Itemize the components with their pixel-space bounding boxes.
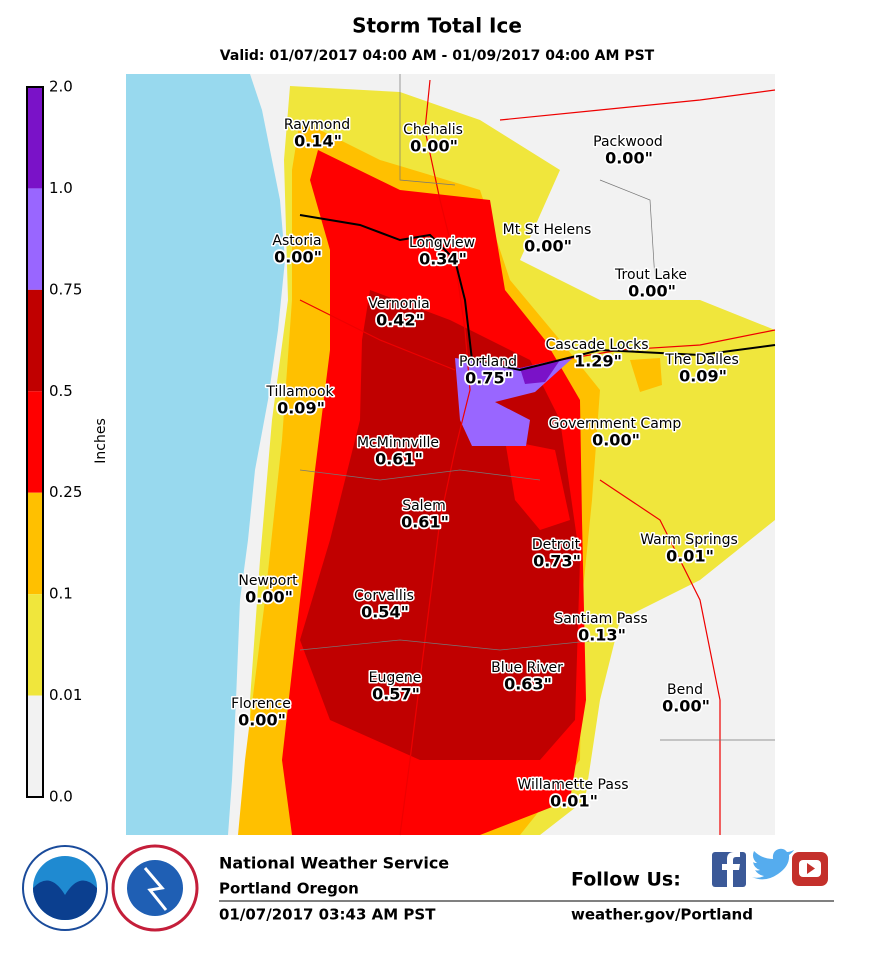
colorbar-segment	[27, 289, 43, 392]
colorbar-segment	[27, 391, 43, 493]
city-ice-total: 0.00"	[592, 431, 640, 450]
city-name: Blue River	[491, 660, 563, 676]
city-ice-total: 0.57"	[372, 685, 420, 704]
colorbar-tick-label: 2.0	[49, 78, 73, 96]
city-ice-total: 0.09"	[679, 367, 727, 386]
city-name: Santiam Pass	[554, 611, 647, 627]
twitter-icon[interactable]	[752, 848, 794, 880]
facebook-icon[interactable]	[712, 852, 746, 887]
colorbar-segment	[27, 695, 43, 797]
subtitle: Valid: 01/07/2017 04:00 AM - 01/09/2017 …	[220, 48, 655, 64]
city-name: Astoria	[272, 233, 321, 249]
city-name: Florence	[231, 696, 291, 712]
city-name: The Dalles	[664, 352, 739, 368]
city-name: McMinnville	[357, 435, 439, 451]
youtube-icon[interactable]	[792, 852, 828, 886]
city-ice-total: 0.00"	[238, 711, 286, 730]
map	[126, 74, 776, 836]
colorbar-segment	[27, 492, 43, 595]
colorbar-title: Inches	[93, 418, 109, 463]
city-name: Government Camp	[549, 416, 682, 432]
colorbar-tick-label: 0.25	[49, 483, 82, 501]
city-ice-total: 0.00"	[605, 149, 653, 168]
issued: 01/07/2017 03:43 AM PST	[219, 906, 436, 924]
city-ice-total: 0.54"	[361, 603, 409, 622]
city-name: Packwood	[593, 134, 663, 150]
city-name: Cascade Locks	[545, 337, 648, 353]
city-ice-total: 0.61"	[375, 450, 423, 469]
city-ice-total: 0.00"	[524, 237, 572, 256]
colorbar-tick-label: 0.5	[49, 382, 73, 400]
city-name: Tillamook	[265, 384, 334, 400]
city-name: Salem	[402, 498, 446, 514]
city-ice-total: 0.42"	[376, 311, 424, 330]
city-name: Chehalis	[403, 122, 463, 138]
city-name: Trout Lake	[614, 267, 687, 283]
city-ice-total: 0.61"	[401, 513, 449, 532]
noaa-logo	[22, 845, 108, 931]
colorbar-segment	[27, 188, 43, 290]
city-name: Corvallis	[354, 588, 414, 604]
city-name: Eugene	[369, 670, 422, 686]
colorbar-tick-label: 0.1	[49, 585, 73, 603]
city-ice-total: 0.73"	[533, 552, 581, 571]
city-ice-total: 0.34"	[419, 250, 467, 269]
colorbar: 2.0 1.0 0.75 0.5 0.25 0.1 0.01 0.0	[26, 78, 82, 806]
city-name: Vernonia	[368, 296, 429, 312]
colorbar-tick-label: 0.75	[49, 280, 82, 298]
city-ice-total: 0.14"	[294, 132, 342, 151]
colorbar-segment	[27, 87, 43, 189]
city-name: Portland	[459, 354, 517, 370]
agency: National Weather Service	[219, 854, 449, 873]
city-ice-total: 0.01"	[550, 792, 598, 811]
city-name: Raymond	[284, 117, 350, 133]
city-ice-total: 1.29"	[574, 352, 622, 371]
city-name: Bend	[667, 682, 703, 698]
url[interactable]: weather.gov/Portland	[571, 906, 753, 924]
city-ice-total: 0.00"	[662, 697, 710, 716]
city-ice-total: 0.63"	[504, 675, 552, 694]
city-name: Detroit	[532, 537, 581, 553]
office: Portland Oregon	[219, 880, 359, 898]
city-ice-total: 0.13"	[578, 626, 626, 645]
colorbar-frame	[26, 86, 44, 798]
city-name: Mt St Helens	[503, 222, 592, 238]
city-name: Willamette Pass	[517, 777, 628, 793]
colorbar-tick-label: 0.01	[49, 686, 82, 704]
city-ice-total: 0.00"	[245, 588, 293, 607]
colorbar-tick-label: 1.0	[49, 179, 73, 197]
city-ice-total: 0.01"	[666, 547, 714, 566]
city-ice-total: 0.09"	[277, 399, 325, 418]
city-ice-total: 0.00"	[410, 137, 458, 156]
title: Storm Total Ice	[352, 14, 522, 38]
city-ice-total: 0.00"	[628, 282, 676, 301]
colorbar-segment	[27, 594, 43, 696]
city-name: Longview	[409, 235, 475, 251]
city-name: Newport	[238, 573, 298, 589]
follow-us: Follow Us:	[571, 869, 681, 891]
nws-logo	[111, 844, 199, 932]
city-name: Warm Springs	[640, 532, 738, 548]
colorbar-tick-label: 0.0	[49, 788, 73, 806]
city-ice-total: 0.00"	[274, 248, 322, 267]
city-ice-total: 0.75"	[465, 369, 513, 388]
